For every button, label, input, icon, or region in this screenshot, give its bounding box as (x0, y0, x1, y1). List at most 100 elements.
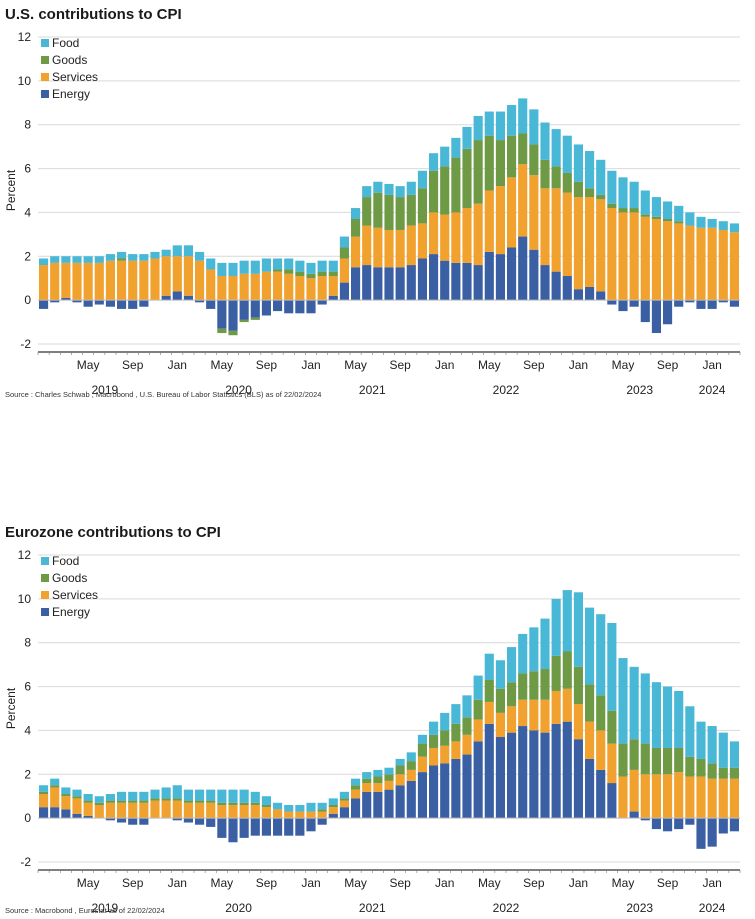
bar-energy (729, 300, 739, 307)
bar-food (261, 258, 271, 272)
bar-goods (651, 747, 661, 775)
bar-services (607, 208, 617, 301)
bar-food (161, 787, 171, 799)
bar-goods (607, 710, 617, 744)
bar-energy (362, 791, 372, 819)
bar-goods (228, 802, 238, 805)
bar-goods (139, 800, 149, 803)
bar-goods (585, 684, 595, 722)
bar-goods (429, 734, 439, 748)
bar-energy (195, 818, 205, 825)
bar-services (629, 769, 639, 812)
bar-food (228, 262, 238, 277)
bar-services (94, 262, 104, 301)
bar-services (440, 745, 450, 764)
bar-energy (473, 265, 483, 301)
bar-food (395, 758, 405, 766)
bar-food (183, 789, 193, 801)
bar-energy (406, 265, 416, 301)
bar-energy (507, 732, 517, 819)
series-food (39, 98, 739, 277)
bar-services (551, 690, 561, 724)
bar-energy (72, 300, 82, 303)
bar-goods (495, 688, 505, 713)
bar-food (161, 249, 171, 257)
bar-energy (50, 807, 60, 819)
bar-services (484, 190, 494, 252)
bar-energy (117, 818, 127, 823)
bar-food (651, 682, 661, 748)
bar-energy (183, 818, 193, 823)
bar-energy (685, 300, 695, 303)
bar-energy (696, 300, 706, 309)
bar-food (384, 183, 394, 195)
bar-food (195, 251, 205, 261)
y-tick-label: 0 (24, 293, 31, 307)
bar-energy (529, 249, 539, 301)
x-tick-label: Sep (523, 358, 545, 372)
legend-entry: Food (52, 36, 79, 50)
bar-services (685, 776, 695, 819)
bar-goods (72, 796, 82, 799)
bar-services (484, 701, 494, 724)
bar-goods (529, 671, 539, 700)
bar-energy (618, 300, 628, 312)
bar-energy (373, 791, 383, 819)
bar-services (384, 780, 394, 790)
bar-goods (183, 800, 193, 803)
bar-services (206, 802, 216, 819)
bar-food (94, 256, 104, 263)
bar-food (640, 190, 650, 215)
bar-energy (484, 251, 494, 301)
bar-services (429, 747, 439, 766)
x-tick-label: Jan (301, 358, 320, 372)
bar-energy (117, 300, 127, 309)
bar-energy (395, 267, 405, 301)
bar-energy (540, 732, 550, 819)
bar-food (629, 666, 639, 740)
bar-food (707, 726, 717, 764)
x-tick-label: Jan (435, 876, 454, 890)
bar-energy (217, 300, 227, 329)
bar-energy (429, 254, 439, 301)
bar-services (83, 802, 93, 816)
bar-services (674, 223, 684, 301)
bar-energy (250, 300, 260, 318)
bar-goods (663, 747, 673, 775)
bar-services (105, 260, 115, 301)
legend-entry: Energy (52, 87, 90, 101)
bar-food (72, 256, 82, 263)
bar-food (585, 151, 595, 189)
chart-source: Source : Macrobond , Eurostat as of 22/0… (5, 906, 165, 915)
bar-food (172, 245, 182, 257)
bar-services (373, 783, 383, 792)
bar-goods (451, 723, 461, 742)
x-tick-label: Jan (435, 358, 454, 372)
bar-food (195, 789, 205, 801)
bar-energy (674, 818, 684, 830)
bar-goods (417, 188, 427, 224)
bar-food (39, 258, 49, 266)
bar-services (61, 262, 71, 298)
bar-food (395, 186, 405, 198)
bar-food (406, 752, 416, 762)
bar-goods (384, 774, 394, 781)
x-year-label: 2023 (626, 383, 653, 397)
bar-goods (596, 695, 606, 731)
bar-goods (518, 133, 528, 165)
bar-food (217, 262, 227, 277)
bar-food (495, 660, 505, 689)
bar-goods (495, 140, 505, 187)
bar-services (105, 802, 115, 819)
bar-energy (284, 818, 294, 836)
bar-energy (105, 300, 115, 307)
y-tick-label: 2 (24, 249, 31, 263)
bar-energy (529, 730, 539, 819)
bar-food (384, 767, 394, 775)
bar-energy (585, 286, 595, 301)
legend-swatch-food (41, 39, 49, 47)
bar-energy (651, 818, 661, 830)
legend-swatch-services (41, 73, 49, 81)
bar-energy (507, 247, 517, 301)
bar-services (139, 260, 149, 301)
